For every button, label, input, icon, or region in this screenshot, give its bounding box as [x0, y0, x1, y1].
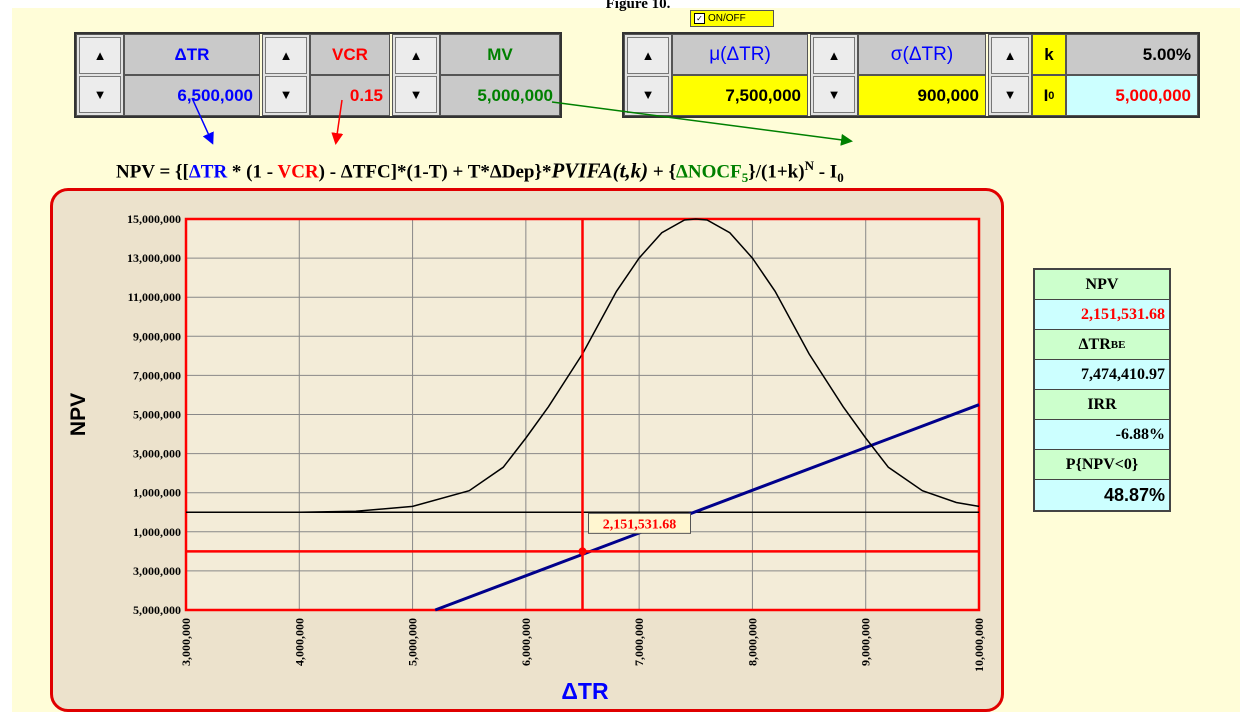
x-tick-label: 9,000,000: [859, 618, 873, 666]
sigma-down-arrow-icon[interactable]: ▼: [813, 76, 855, 113]
x-tick-label: 5,000,000: [406, 618, 420, 666]
dtr-value[interactable]: 6,500,000: [124, 75, 260, 116]
k-down-arrow-icon[interactable]: ▼: [991, 76, 1029, 113]
i0-label-sub: 0: [1048, 89, 1055, 102]
formula-part: ) - ΔTFC]*(1-T) + T*ΔDep}*: [318, 161, 552, 183]
onoff-label: ON/OFF: [708, 13, 746, 24]
y-tick-label: 1,000,000: [133, 486, 181, 500]
y-tick-label: 5,000,000: [133, 408, 181, 422]
marker-label: 2,151,531.68: [603, 517, 677, 532]
formula-pvifa: PVIFA(t,k): [551, 158, 649, 183]
npv-result-label: NPV: [1035, 270, 1169, 300]
formula-part: * (1 -: [227, 161, 278, 183]
marker-label-box: [588, 512, 691, 534]
y-axis-label: NPV: [67, 393, 90, 436]
prob-label: P{NPV<0}: [1035, 450, 1169, 480]
mu-label: μ(ΔTR): [672, 34, 808, 75]
mv-spinner[interactable]: ▲ ▼: [392, 34, 440, 116]
y-tick-label: 7,000,000: [133, 368, 181, 382]
sigma-spinner[interactable]: ▲ ▼: [810, 34, 858, 116]
npv-formula: NPV = {[ΔTR * (1 - VCR) - ΔTFC]*(1-T) + …: [116, 158, 1196, 186]
figure-title: Figure 10.: [605, 0, 671, 12]
formula-part: + {: [648, 161, 676, 183]
x-tick-label: 10,000,000: [972, 618, 986, 672]
k-up-arrow-icon[interactable]: ▲: [991, 37, 1029, 74]
sigma-up-arrow-icon[interactable]: ▲: [813, 37, 855, 74]
npv-series-line: [434, 403, 980, 612]
mv-up-arrow-icon[interactable]: ▲: [395, 37, 437, 74]
formula-exp: N: [804, 158, 814, 173]
x-tick-label: 8,000,000: [745, 618, 759, 666]
breakeven-value: 7,474,410.97: [1035, 360, 1169, 390]
vcr-value[interactable]: 0.15: [310, 75, 390, 116]
x-tick-label: 6,000,000: [519, 618, 533, 666]
app-panel: Figure 10. ▲ ▼ ΔTR 6,500,000 ▲ ▼ VCR 0.1…: [12, 0, 1240, 712]
distribution-curve: [186, 218, 980, 514]
prob-value: 48.87%: [1035, 480, 1169, 510]
formula-dtr: ΔTR: [188, 161, 228, 183]
k-label: k: [1032, 34, 1066, 75]
formula-vcr: VCR: [277, 161, 319, 183]
onoff-checkbox[interactable]: ✓ ON/OFF: [690, 10, 774, 27]
checkbox-checked-icon[interactable]: ✓: [694, 13, 705, 24]
i0-label-text: I: [1043, 85, 1049, 105]
y-tick-label: 11,000,000: [128, 290, 181, 304]
npv-chart: 15,000,000 13,000,000 11,000,000 9,000,000 7…: [67, 212, 986, 704]
vcr-down-arrow-icon[interactable]: ▼: [265, 76, 307, 113]
y-tick-label: 15,000,000: [127, 212, 181, 226]
irr-value: -6.88%: [1035, 420, 1169, 450]
mu-spinner[interactable]: ▲ ▼: [624, 34, 672, 116]
sigma-value[interactable]: 900,000: [858, 75, 986, 116]
x-tick-label: 7,000,000: [632, 618, 646, 666]
x-tick-label: 3,000,000: [179, 618, 193, 666]
results-box: NPV 2,151,531.68 ΔTR BE 7,474,410.97 IRR …: [1033, 268, 1171, 512]
formula-i-sub: 0: [837, 170, 844, 186]
mv-down-arrow-icon[interactable]: ▼: [395, 76, 437, 113]
formula-part: }/(1+k): [748, 161, 805, 183]
sigma-label: σ(ΔTR): [858, 34, 986, 75]
breakeven-label-text: ΔTR: [1078, 335, 1111, 353]
y-tick-label: 3,000,000: [133, 564, 181, 578]
mu-value[interactable]: 7,500,000: [672, 75, 808, 116]
k-value[interactable]: 5.00%: [1066, 34, 1198, 75]
irr-label: IRR: [1035, 390, 1169, 420]
formula-nocf: ΔNOCF: [675, 161, 742, 183]
x-tick-label: 4,000,000: [292, 618, 306, 666]
input-group-left: ▲ ▼ ΔTR 6,500,000 ▲ ▼ VCR 0.15 ▲ ▼ MV 5,…: [74, 32, 562, 118]
mv-label: MV: [440, 34, 560, 75]
y-tick-label: 3,000,000: [133, 447, 181, 461]
vcr-spinner[interactable]: ▲ ▼: [262, 34, 310, 116]
dtr-label: ΔTR: [124, 34, 260, 75]
y-tick-label: 9,000,000: [133, 329, 181, 343]
dtr-up-arrow-icon[interactable]: ▲: [79, 37, 121, 74]
mu-up-arrow-icon[interactable]: ▲: [627, 37, 669, 74]
k-spinner[interactable]: ▲ ▼: [988, 34, 1032, 116]
vcr-label: VCR: [310, 34, 390, 75]
y-tick-label: 5,000,000: [133, 603, 181, 617]
breakeven-label-sub: BE: [1110, 338, 1126, 351]
y-tick-label: 1,000,000: [133, 525, 181, 539]
npv-result-value: 2,151,531.68: [1035, 300, 1169, 330]
formula-nocf-sub: 5: [741, 170, 749, 186]
mv-value[interactable]: 5,000,000: [440, 75, 560, 116]
vcr-up-arrow-icon[interactable]: ▲: [265, 37, 307, 74]
dtr-down-arrow-icon[interactable]: ▼: [79, 76, 121, 113]
y-tick-label: 13,000,000: [127, 251, 181, 265]
chart-frame: 15,000,000 13,000,000 11,000,000 9,000,000 7…: [50, 188, 1004, 712]
formula-part: - I: [813, 161, 838, 183]
x-axis-label: ΔTR: [561, 678, 609, 704]
breakeven-label: ΔTR BE: [1035, 330, 1169, 360]
dtr-spinner[interactable]: ▲ ▼: [76, 34, 124, 116]
mu-down-arrow-icon[interactable]: ▼: [627, 76, 669, 113]
formula-part: NPV = {[: [116, 161, 189, 183]
marker-point: [578, 547, 587, 556]
i0-value[interactable]: 5,000,000: [1066, 75, 1198, 116]
input-group-right: ▲ ▼ μ(ΔTR) 7,500,000 ▲ ▼ σ(ΔTR) 900,000 …: [622, 32, 1200, 118]
